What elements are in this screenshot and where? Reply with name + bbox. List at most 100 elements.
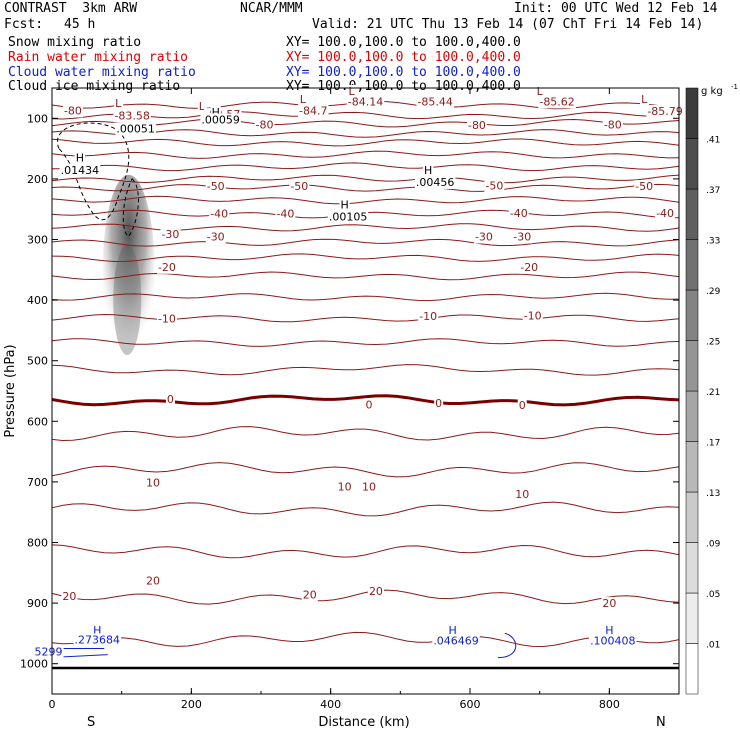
isotherm-label: -50 [485,180,503,193]
isotherm-label-bg [289,180,310,194]
high-marker-bg [92,623,103,637]
field-cloud-ice-name: Cloud ice mixing ratio [8,79,181,94]
isotherm-label-bg [205,230,226,244]
isotherm-label-bg [522,309,543,323]
isotherm-line [51,292,680,302]
isotherm-label: -10 [419,310,437,323]
isotherm-label: 20 [303,589,317,602]
y-tick-label: 400 [27,294,48,307]
colorbar-label: .21 [706,388,720,398]
high-value: 5299 [35,646,63,659]
x-tick-label: 0 [49,698,56,711]
isotherm-label: -30 [161,228,179,241]
isotherm-label-bg [160,228,181,242]
isotherm-label-bg [512,230,533,244]
colorbar-label: .29 [706,287,721,297]
colorbar-band [685,390,699,442]
x-tick-label: 200 [181,698,202,711]
isotherm-label: 0 [365,398,372,411]
low-value-bg [416,95,454,109]
isotherm-label-bg [165,392,175,406]
isotherm-label: -50 [290,180,308,193]
isotherm-label: -50 [635,180,653,193]
field-cloud-water-xy: XY= 100.0,100.0 to 100.0,400.0 [286,65,521,80]
low-value: -84.14 [348,95,383,108]
y-tick-label: 700 [27,476,48,489]
north-label: N [656,715,666,730]
y-tick-label: 900 [27,597,48,610]
isotherm-label: 20 [369,585,383,598]
low-value-bg [646,105,684,119]
high-value-bg [73,633,122,647]
high-value: .01434 [61,164,100,177]
isotherm-line [51,150,680,159]
y-tick-label: 1000 [20,658,48,671]
isotherm-label: 20 [146,575,160,588]
low-marker: L [199,100,206,113]
x-tick-label: 800 [599,698,620,711]
low-marker: L [641,93,648,106]
isotherm-line [51,162,680,172]
high-value: .046469 [433,635,479,648]
field-cloud-ice-xy: XY= 100.0,100.0 to 100.0,400.0 [286,79,521,94]
low-marker-bg [298,92,308,106]
isotherm-label: -80 [468,119,486,132]
isotherm-label-bg [301,588,318,602]
low-value: -85.44 [417,95,452,108]
south-label: S [87,715,95,730]
y-tick-label: 200 [27,173,48,186]
isotherm-label: 0 [519,399,526,412]
isotherm-label: -80 [64,104,82,117]
high-marker-bg [604,623,615,637]
field-snow-xy: XY= 100.0,100.0 to 100.0,400.0 [286,35,521,50]
colorbar-label: .25 [706,338,720,348]
colorbar-label: .13 [706,489,720,499]
isotherm-label-bg [205,180,226,194]
y-tick-label: 300 [27,234,48,247]
high-marker: H [340,198,348,211]
high-value-bg [200,113,241,127]
isotherm-label-bg [156,312,177,326]
colorbar: .01 .05 .09 .13 .17 .21 .25 .29 .33 .37 .41 [685,87,721,695]
isotherm-line [51,271,680,281]
high-value-bg [115,122,156,136]
x-tick-label: 600 [460,698,481,711]
colorbar-label: .33 [706,237,720,247]
y-tick-label: 600 [27,415,48,428]
x-axis-title: Distance (km) [318,715,409,730]
isotherm-line [51,631,680,648]
isotherm-label-bg [517,398,527,412]
isotherm-label-bg [275,207,296,221]
x-tick-label: 400 [320,698,341,711]
isotherm-label-bg [514,488,531,502]
isotherm-label: -40 [656,207,674,220]
isotherm-line [51,544,680,559]
isotherm-label-bg [601,597,618,611]
low-marker-bg [114,97,124,111]
plot-frame [51,87,680,695]
high-value: .00105 [329,210,368,223]
isotherm-label: -40 [276,207,294,220]
low-value: -83.58 [114,109,149,122]
isotherm-label-bg [367,584,384,598]
isotherm-label: 0 [167,393,174,406]
colorbar-band [685,188,699,240]
isotherm-label-bg [473,230,494,244]
low-value-bg [298,104,329,118]
isotherm-line [51,223,680,232]
colorbar-unit: g kg [701,86,723,97]
colorbar-band [685,239,699,291]
y-tick-label: 500 [27,355,48,368]
isotherm-label-bg [209,207,230,221]
init-time: Init: 00 UTC Wed 12 Feb 14 [514,1,718,16]
isotherm-label-bg [62,104,83,118]
low-value-bg [113,109,151,123]
isotherm-label: 20 [602,597,616,610]
isotherm-label-bg [418,309,439,323]
isotherm-label-bg [336,480,353,494]
high-value-bg [59,163,101,177]
isotherm-label: -50 [207,180,225,193]
low-marker-bg [197,100,207,114]
high-marker-bg [74,151,86,165]
